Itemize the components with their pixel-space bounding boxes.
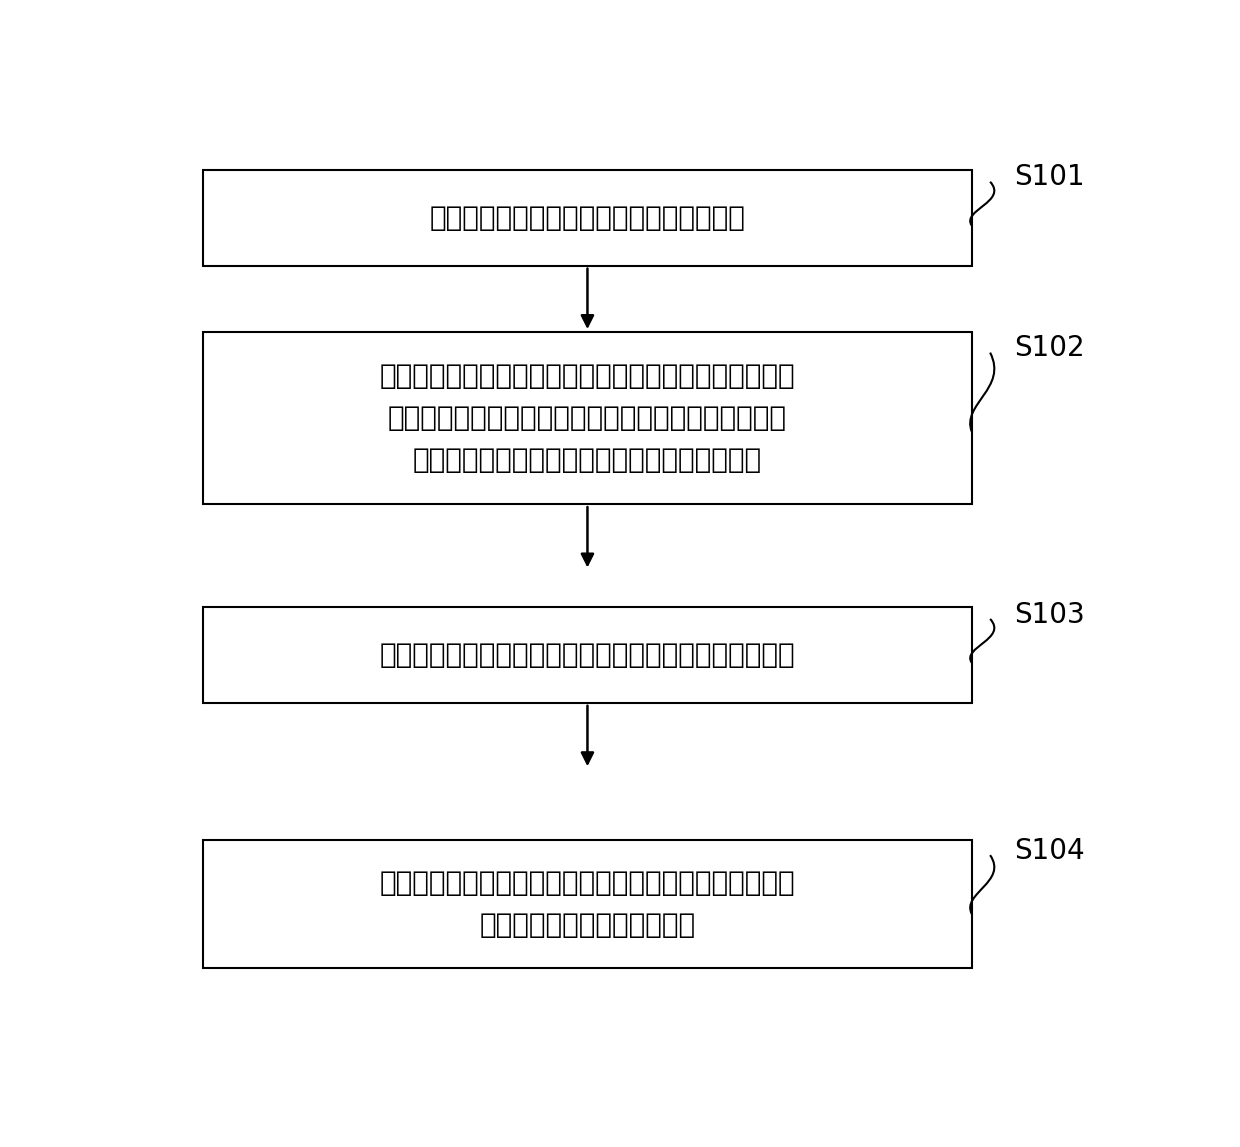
Text: 获取待脱敏数据，所述待脱敏数据为手机号: 获取待脱敏数据，所述待脱敏数据为手机号 [429, 204, 745, 232]
Text: 将所述手机号拆分为第一字符数据和第二字符数据，所述
第一字符数据为指示所述手机号的运营商和归属地的字
符，所述第二字符数据为所述手机号的剩余字符: 将所述手机号拆分为第一字符数据和第二字符数据，所述 第一字符数据为指示所述手机号… [379, 361, 795, 475]
Bar [203, 170, 972, 266]
Bar [203, 331, 972, 505]
Text: 将所述手机号的运营商和归属地与所述第二字符数据进行
拼接，以形成脱敏后的手机号: 将所述手机号的运营商和归属地与所述第二字符数据进行 拼接，以形成脱敏后的手机号 [379, 868, 795, 939]
Bar [203, 840, 972, 968]
Text: S104: S104 [1014, 836, 1085, 865]
Text: 根据所述第一字符数据确定所述手机号的运营商和归属地: 根据所述第一字符数据确定所述手机号的运营商和归属地 [379, 641, 795, 669]
Bar [203, 608, 972, 703]
Text: S102: S102 [1014, 334, 1085, 362]
Text: S101: S101 [1014, 163, 1085, 192]
Text: S103: S103 [1014, 601, 1085, 629]
